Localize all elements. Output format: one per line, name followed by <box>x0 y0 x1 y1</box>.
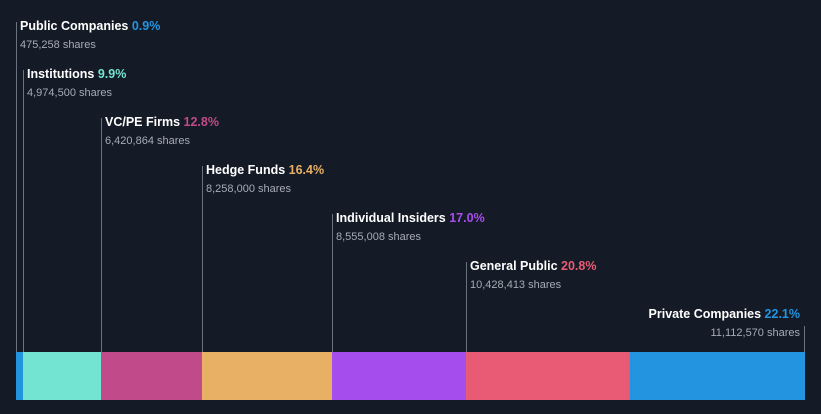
leader-line <box>16 22 17 352</box>
leader-line <box>466 262 467 352</box>
segment-percent: 22.1% <box>764 307 800 321</box>
segment-shares: 8,258,000 shares <box>206 183 292 195</box>
segment-percent: 20.8% <box>561 259 597 273</box>
segment-label: Individual Insiders 17.0% 8,555,008 share… <box>336 210 485 244</box>
bar-segment <box>630 352 805 400</box>
segment-percent: 17.0% <box>449 211 485 225</box>
segment-shares: 6,420,864 shares <box>105 135 191 147</box>
segment-name: General Public <box>470 259 562 273</box>
leader-line <box>804 326 805 352</box>
segment-label: Public Companies 0.9% 475,258 shares <box>20 18 160 52</box>
segment-name: Hedge Funds <box>206 163 289 177</box>
segment-name: Public Companies <box>20 19 132 33</box>
segment-shares: 11,112,570 shares <box>710 327 801 339</box>
segment-label: VC/PE Firms 12.8% 6,420,864 shares <box>105 114 219 148</box>
bar-segment <box>23 352 102 400</box>
segment-name: Private Companies <box>648 307 765 321</box>
bar-segment <box>466 352 631 400</box>
segment-name: VC/PE Firms <box>105 115 184 129</box>
segment-shares: 4,974,500 shares <box>27 87 113 99</box>
leader-line <box>332 214 333 352</box>
bar-segment <box>16 352 24 400</box>
segment-name: Individual Insiders <box>336 211 450 225</box>
segment-shares: 8,555,008 shares <box>336 231 422 243</box>
leader-line <box>23 70 24 352</box>
segment-label: Private Companies 22.1% 11,112,570 shares <box>649 306 800 340</box>
segment-name: Institutions <box>27 67 98 81</box>
segment-percent: 0.9% <box>131 19 161 33</box>
bar-segment <box>101 352 203 400</box>
segment-label: Hedge Funds 16.4% 8,258,000 shares <box>206 162 324 196</box>
bar-segment <box>331 352 467 400</box>
segment-percent: 9.9% <box>97 67 127 81</box>
segment-percent: 12.8% <box>183 115 219 129</box>
segment-percent: 16.4% <box>288 163 325 177</box>
bar-segment <box>202 352 332 400</box>
leader-line <box>202 166 203 352</box>
segment-shares: 475,258 shares <box>20 39 96 51</box>
segment-label: General Public 20.8% 10,428,413 shares <box>470 258 596 292</box>
segment-label: Institutions 9.9% 4,974,500 shares <box>27 66 126 100</box>
segment-shares: 10,428,413 shares <box>470 279 562 291</box>
leader-line <box>101 118 102 352</box>
